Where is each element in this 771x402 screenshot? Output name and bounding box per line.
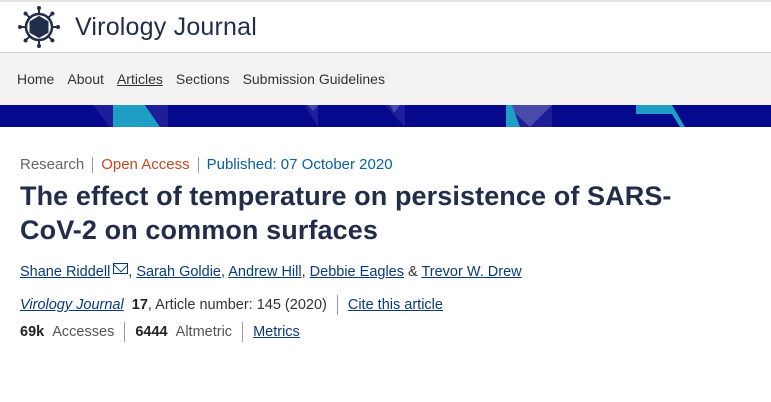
author-link[interactable]: Trevor W. Drew <box>421 264 522 280</box>
nav-sections[interactable]: Sections <box>175 71 230 87</box>
site-header: Virology Journal <box>0 2 771 53</box>
main-nav: Home About Articles Sections Submission … <box>0 53 771 105</box>
article-title: The effect of temperature on persistence… <box>20 181 672 245</box>
virus-icon[interactable] <box>17 5 61 49</box>
cite-this-article-link[interactable]: Cite this article <box>347 297 443 313</box>
nav-about[interactable]: About <box>67 71 104 87</box>
altmetric-score: 6444 <box>135 324 168 340</box>
email-icon[interactable] <box>113 263 129 274</box>
nav-submission-guidelines[interactable]: Submission Guidelines <box>242 71 385 87</box>
author-link[interactable]: Debbie Eagles <box>309 264 404 280</box>
article-number: , Article number: 145 (2020) <box>147 297 327 313</box>
author-link[interactable]: Sarah Goldie <box>136 264 221 280</box>
divider <box>124 322 126 342</box>
altmetric-label: Altmetric <box>175 324 233 340</box>
nav-home[interactable]: Home <box>17 71 55 87</box>
article-type: Research <box>20 156 85 173</box>
decorative-banner <box>0 105 771 127</box>
author-separator: , <box>221 264 229 280</box>
metrics-line: 69k Accesses 6444 Altmetric Metrics <box>20 322 751 342</box>
published-date: Published: 07 October 2020 <box>197 157 401 173</box>
accesses-label: Accesses <box>52 324 115 340</box>
open-access-badge: Open Access <box>92 157 197 173</box>
article-header: Research Open Access Published: 07 Octob… <box>0 157 771 342</box>
nav-articles[interactable]: Articles <box>116 71 163 87</box>
author-separator: , <box>301 264 310 280</box>
author-separator: , <box>128 264 137 280</box>
divider <box>242 322 244 342</box>
journal-name[interactable]: Virology Journal <box>75 12 258 41</box>
journal-link[interactable]: Virology Journal <box>20 297 124 313</box>
citation-line: Virology Journal 17, Article number: 145… <box>20 295 751 315</box>
metrics-link[interactable]: Metrics <box>253 324 300 340</box>
author-link[interactable]: Shane Riddell <box>20 264 111 280</box>
article-meta: Research Open Access Published: 07 Octob… <box>20 157 751 173</box>
author-link[interactable]: Andrew Hill <box>228 264 302 280</box>
top-border <box>0 0 771 2</box>
volume: 17 <box>131 297 148 313</box>
divider <box>336 295 338 315</box>
author-separator: & <box>404 264 422 280</box>
author-list: Shane Riddell, Sarah Goldie, Andrew Hill… <box>20 263 751 280</box>
accesses-count: 69k <box>20 324 45 340</box>
